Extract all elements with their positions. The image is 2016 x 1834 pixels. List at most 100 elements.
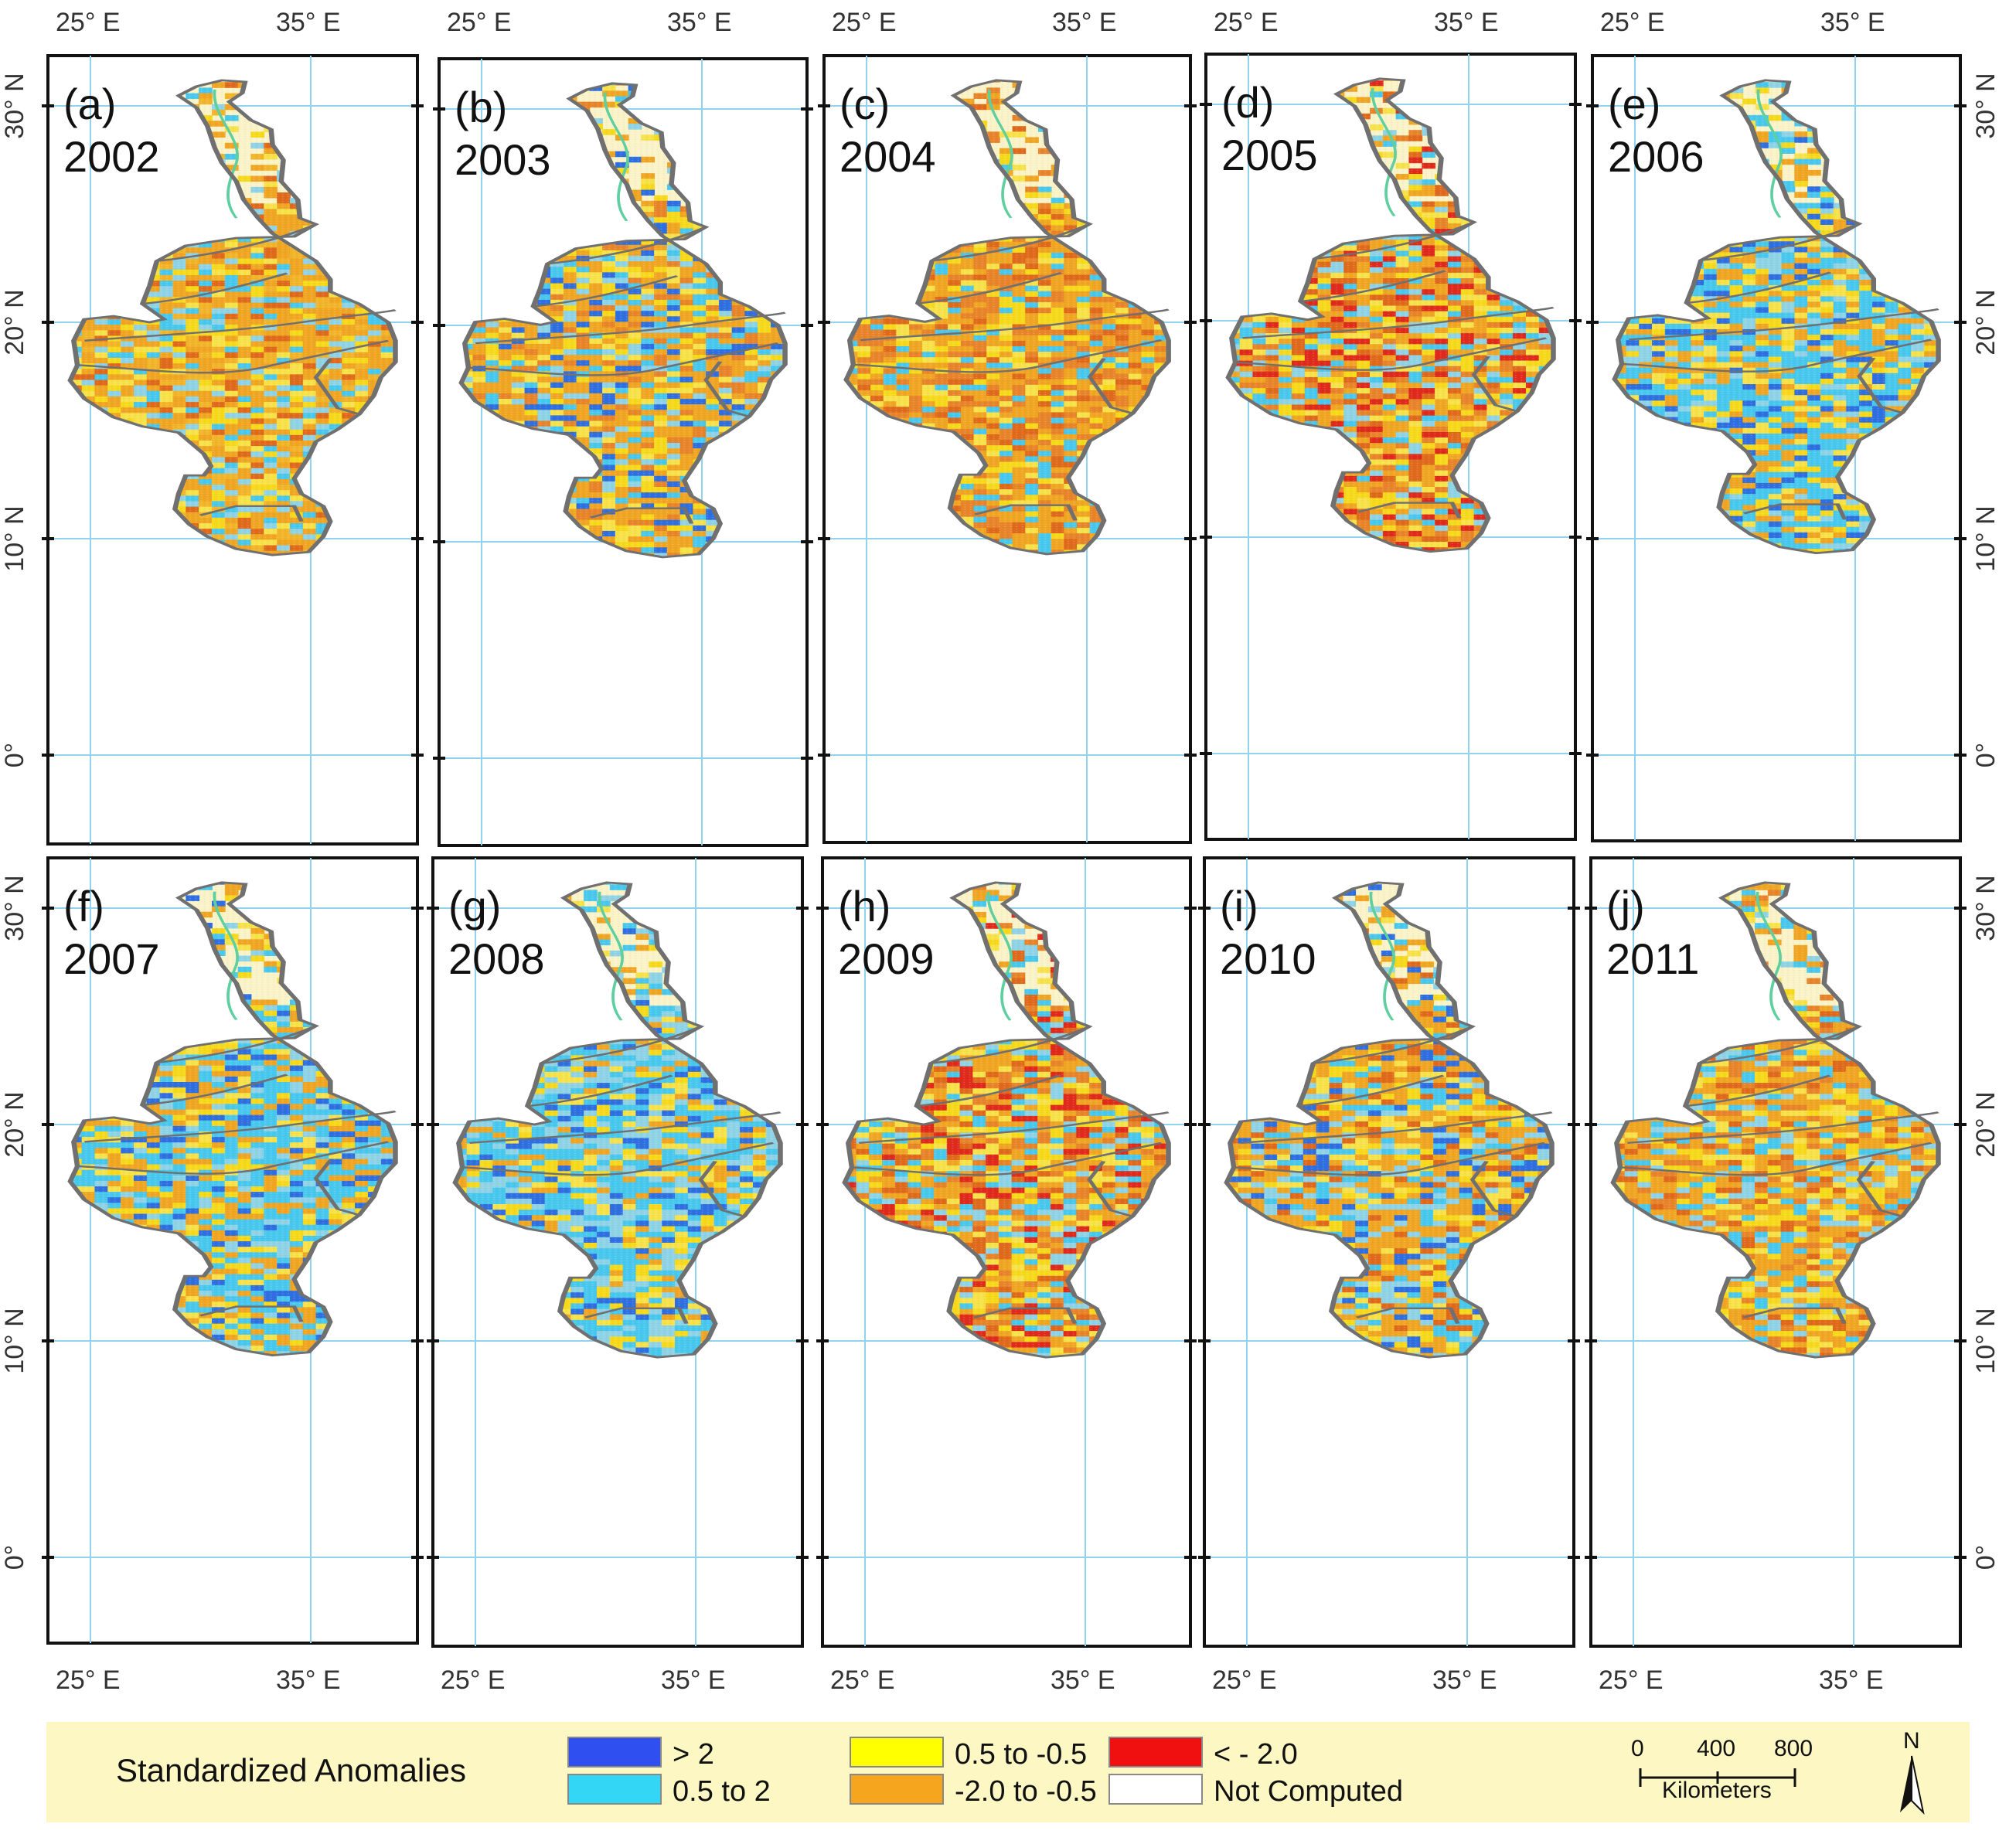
longitude-tick-label: 35° E xyxy=(1051,1666,1115,1695)
latitude-tick-label: 30° N xyxy=(1971,73,2001,138)
map-panel: (e)2006 25° E 35° E 30° N 20° N 10° N 0° xyxy=(1586,8,2001,842)
latitude-tick-label: 0° xyxy=(1971,1545,2001,1570)
panel-letter: (b) xyxy=(455,83,507,131)
region-boundary xyxy=(584,1307,689,1324)
legend-swatch-moderate-high xyxy=(567,1774,662,1805)
scale-tick-400: 400 xyxy=(1697,1736,1735,1761)
panel-letter: (h) xyxy=(838,882,891,931)
map-panel: (b)2003 25° E 35° E xyxy=(433,8,813,847)
region-boundary xyxy=(917,272,1063,305)
region-boundary xyxy=(1700,223,1861,261)
scale-tick-800: 800 xyxy=(1774,1736,1813,1761)
longitude-tick-label: 25° E xyxy=(1212,1666,1277,1695)
region-boundary xyxy=(1686,271,1832,305)
longitude-tick-label: 35° E xyxy=(276,8,341,37)
panel-year: 2003 xyxy=(455,135,551,184)
map-panel: (f)2007 25° E 35° E 30° N 20° N 10° N 0° xyxy=(0,856,424,1695)
river-line xyxy=(598,891,624,1021)
river-line xyxy=(986,891,1013,1021)
region-boundary xyxy=(313,1159,361,1216)
latitude-tick-label: 10° N xyxy=(1971,505,2001,571)
region-boundary xyxy=(698,1161,746,1217)
map-panel: (g)2008 25° E 35° E xyxy=(427,856,809,1695)
longitude-tick-label: 35° E xyxy=(667,8,732,37)
region-boundary xyxy=(468,1111,782,1144)
legend-label-high: > 2 xyxy=(673,1738,714,1771)
region-boundary xyxy=(973,504,1078,521)
map-panel: (j)2011 25° E 35° E 30° N 20° N 10° N 0° xyxy=(1585,856,2001,1695)
region-boundary xyxy=(1684,1074,1831,1108)
longitude-tick-label: 25° E xyxy=(56,8,121,37)
latitude-tick-label: 30° N xyxy=(1971,875,2001,941)
panel-letter: (e) xyxy=(1608,80,1660,128)
map-panel: (c)2004 25° E 35° E xyxy=(818,8,1197,844)
region-boundary xyxy=(1234,337,1548,371)
panel-letter: (i) xyxy=(1220,882,1258,931)
region-boundary xyxy=(1240,1111,1553,1144)
region-boundary xyxy=(156,223,318,262)
longitude-tick-label: 25° E xyxy=(1214,8,1279,37)
region-boundary xyxy=(526,1074,673,1108)
longitude-tick-label: 25° E xyxy=(832,8,897,37)
river-line xyxy=(1755,891,1782,1021)
region-boundary xyxy=(972,1307,1078,1324)
region-boundary xyxy=(77,339,390,374)
panel-year: 2009 xyxy=(838,934,935,983)
legend-label-moderate-high: 0.5 to 2 xyxy=(673,1775,771,1808)
region-boundary xyxy=(1619,1142,1933,1176)
region-boundary xyxy=(1469,1161,1517,1217)
region-boundary xyxy=(931,223,1091,262)
region-boundary xyxy=(703,361,751,417)
region-boundary xyxy=(313,359,361,415)
region-boundary xyxy=(199,505,304,522)
legend: Standardized Anomalies > 2 0.5 to 2 0.5 … xyxy=(46,1722,1970,1822)
region-boundary xyxy=(1355,1307,1460,1324)
river-line xyxy=(213,89,239,219)
panel-year: 2004 xyxy=(839,132,936,181)
region-boundary xyxy=(860,308,1170,342)
latitude-tick-label: 20° N xyxy=(0,1091,29,1157)
region-boundary xyxy=(858,1111,1170,1144)
river-line xyxy=(213,891,239,1020)
latitude-tick-label: 10° N xyxy=(1971,1308,2001,1373)
latitude-tick-label: 20° N xyxy=(1971,1091,2001,1157)
legend-swatch-high xyxy=(567,1737,662,1768)
region-boundary xyxy=(1471,356,1519,413)
map-panel: (i)2010 25° E 35° E xyxy=(1198,856,1580,1695)
region-boundary xyxy=(1857,357,1904,414)
region-boundary xyxy=(1299,270,1446,303)
legend-title: Standardized Anomalies xyxy=(116,1752,466,1788)
region-boundary xyxy=(1628,308,1939,341)
longitude-tick-label: 25° E xyxy=(56,1666,121,1695)
longitude-tick-label: 35° E xyxy=(1052,8,1117,37)
longitude-tick-label: 25° E xyxy=(1599,1666,1664,1695)
longitude-tick-label: 35° E xyxy=(1820,8,1885,37)
latitude-tick-label: 20° N xyxy=(1971,289,2001,355)
panel-year: 2011 xyxy=(1606,934,1699,983)
legend-swatch-normal xyxy=(850,1737,944,1768)
river-line xyxy=(1756,89,1783,218)
region-boundary xyxy=(851,1142,1163,1176)
latitude-tick-label: 30° N xyxy=(0,875,29,941)
legend-label-not-computed: Not Computed xyxy=(1214,1775,1403,1808)
region-boundary xyxy=(1241,306,1555,339)
panel-year: 2002 xyxy=(63,132,160,181)
river-line xyxy=(1371,87,1397,216)
longitude-tick-label: 25° E xyxy=(441,1666,506,1695)
river-line xyxy=(1369,891,1395,1021)
region-boundary xyxy=(1233,1142,1546,1176)
region-boundary xyxy=(1298,1074,1445,1108)
map-panel: (a)2002 25° E 35° E 30° N 20° N 10° N 0° xyxy=(0,8,424,846)
north-label: N xyxy=(1903,1728,1920,1754)
panel-year: 2008 xyxy=(448,934,545,983)
river-line xyxy=(603,92,629,222)
river-line xyxy=(987,89,1013,219)
scale-bar: 0 400 800 Kilometers xyxy=(1631,1736,1813,1803)
region-boundary xyxy=(1313,1026,1474,1064)
longitude-tick-label: 25° E xyxy=(1600,8,1665,37)
region-boundary xyxy=(1357,502,1462,519)
longitude-tick-label: 25° E xyxy=(830,1666,895,1695)
latitude-tick-label: 0° xyxy=(1971,743,2001,768)
